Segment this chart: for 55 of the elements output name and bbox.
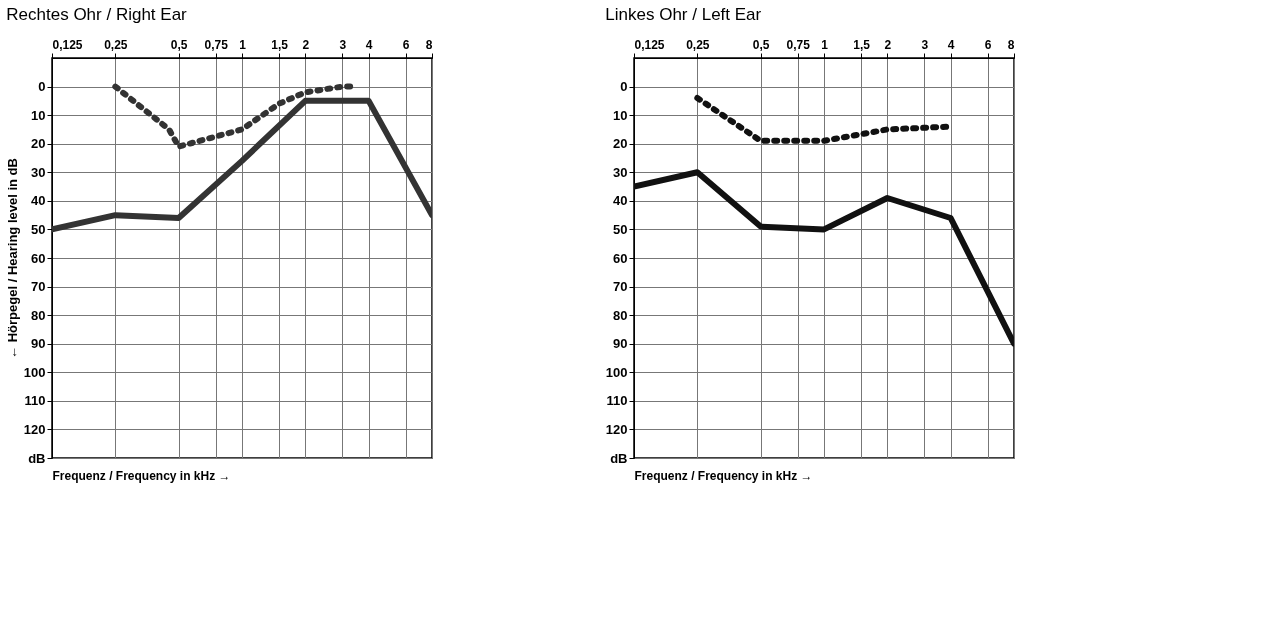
x-tick-label: 2 — [884, 37, 892, 52]
y-tick-label: 110 — [24, 393, 46, 409]
y-tick-label: 0 — [620, 79, 628, 95]
x-tick-label: 0,5 — [170, 37, 188, 52]
y-tick-label: 30 — [31, 164, 46, 180]
y-tick-label: 20 — [31, 136, 46, 152]
y-tick-label: 40 — [31, 193, 46, 209]
y-tick-label: 10 — [31, 107, 46, 123]
y-tick-label: 110 — [606, 393, 628, 409]
y-tick-label: 50 — [613, 221, 628, 237]
chart-title: Linkes Ohr / Left Ear — [605, 5, 762, 24]
y-tick-label: 100 — [605, 364, 628, 380]
y-tick-label: dB — [610, 450, 628, 466]
y-axis-title: ← Hörpegel / Hearing level in dB — [4, 158, 20, 359]
x-tick-label: 2 — [302, 37, 310, 52]
x-tick-label: 4 — [947, 37, 955, 52]
y-tick-label: 80 — [613, 307, 628, 323]
y-tick-label: 50 — [31, 221, 46, 237]
x-tick-label: 0,25 — [104, 37, 128, 52]
x-tick-label: 0,125 — [52, 37, 83, 52]
y-tick-label: 120 — [605, 421, 628, 437]
chart-title: Rechtes Ohr / Right Ear — [6, 5, 188, 24]
y-tick-label: 70 — [613, 279, 628, 295]
x-tick-label: 0,75 — [786, 37, 811, 52]
x-tick-label: 1,5 — [271, 37, 289, 52]
x-tick-label: 8 — [425, 37, 433, 52]
y-tick-label: 100 — [23, 364, 46, 380]
y-tick-label: 10 — [613, 107, 628, 123]
y-tick-label: 0 — [38, 79, 46, 95]
y-tick-label: 80 — [31, 307, 46, 323]
x-tick-label: 3 — [339, 37, 347, 52]
x-tick-label: 0,25 — [686, 37, 710, 52]
y-tick-label: 70 — [31, 279, 46, 295]
x-tick-label: 8 — [1007, 37, 1015, 52]
y-tick-label: 20 — [613, 136, 628, 152]
y-tick-label: 40 — [613, 193, 628, 209]
x-tick-label: 0,5 — [752, 37, 770, 52]
x-tick-label: 3 — [921, 37, 929, 52]
x-tick-label: 1,5 — [853, 37, 871, 52]
y-tick-label: dB — [28, 450, 46, 466]
x-axis-title: Frequenz / Frequency in kHz → — [634, 468, 813, 483]
y-tick-label: 60 — [613, 250, 628, 266]
x-tick-label: 6 — [402, 37, 410, 52]
y-tick-label: 90 — [31, 336, 46, 352]
y-tick-label: 60 — [31, 250, 46, 266]
y-tick-label: 120 — [23, 421, 46, 437]
x-tick-label: 0,125 — [634, 37, 665, 52]
x-axis-title: Frequenz / Frequency in kHz → — [52, 468, 231, 483]
x-tick-label: 1 — [239, 37, 247, 52]
y-tick-label: 90 — [613, 336, 628, 352]
x-tick-label: 1 — [821, 37, 829, 52]
y-tick-label: 30 — [613, 164, 628, 180]
x-tick-label: 4 — [365, 37, 373, 52]
x-tick-label: 0,75 — [204, 37, 229, 52]
x-tick-label: 6 — [984, 37, 992, 52]
